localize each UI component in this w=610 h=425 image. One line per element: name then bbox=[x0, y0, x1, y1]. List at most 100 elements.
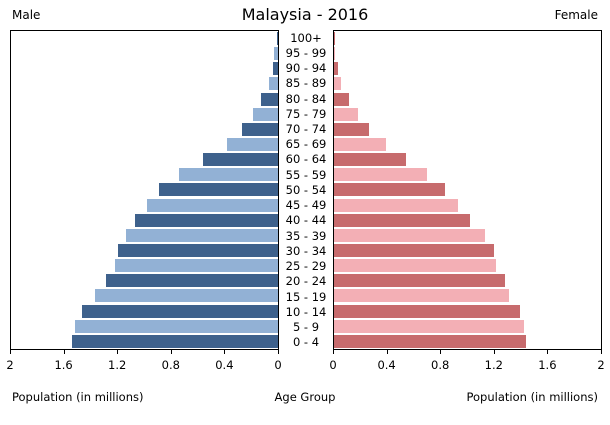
age-group-label: 75 - 79 bbox=[285, 106, 327, 121]
male-row bbox=[11, 152, 278, 167]
female-row bbox=[334, 288, 601, 303]
male-bar bbox=[117, 244, 278, 258]
male-bar bbox=[95, 289, 278, 303]
age-group-label: 15 - 19 bbox=[285, 289, 327, 304]
age-group-label: 5 - 9 bbox=[292, 320, 320, 335]
female-bar bbox=[334, 138, 387, 152]
female-bar bbox=[334, 153, 407, 167]
female-row bbox=[334, 319, 601, 334]
male-row bbox=[11, 198, 278, 213]
age-group-label: 55 - 59 bbox=[285, 167, 327, 182]
male-bar bbox=[268, 77, 278, 91]
male-bar bbox=[147, 198, 278, 212]
male-bar bbox=[105, 274, 278, 288]
female-header-label: Female bbox=[554, 8, 598, 22]
female-tick-mark bbox=[386, 350, 388, 354]
female-row bbox=[334, 243, 601, 258]
male-bar bbox=[260, 92, 278, 106]
female-row bbox=[334, 213, 601, 228]
female-row bbox=[334, 273, 601, 288]
male-bar bbox=[252, 107, 278, 121]
age-group-label: 0 - 4 bbox=[292, 335, 320, 350]
female-row bbox=[334, 76, 601, 91]
male-tick-label: 0.8 bbox=[161, 358, 180, 372]
female-bar bbox=[334, 319, 524, 333]
female-bar bbox=[334, 168, 428, 182]
female-bar bbox=[334, 32, 335, 46]
female-bar bbox=[334, 334, 527, 348]
male-bar bbox=[135, 213, 278, 227]
age-group-label: 40 - 44 bbox=[285, 213, 327, 228]
female-tick-label: 1.6 bbox=[538, 358, 557, 372]
age-group-label: 85 - 89 bbox=[285, 76, 327, 91]
female-bar bbox=[334, 228, 485, 242]
male-tick-label: 0.4 bbox=[215, 358, 234, 372]
male-row bbox=[11, 243, 278, 258]
female-row bbox=[334, 182, 601, 197]
male-tick-mark bbox=[117, 350, 119, 354]
male-row bbox=[11, 288, 278, 303]
female-row bbox=[334, 258, 601, 273]
male-bar bbox=[115, 259, 278, 273]
female-bar bbox=[334, 122, 369, 136]
male-row bbox=[11, 61, 278, 76]
female-bar bbox=[334, 304, 520, 318]
female-tick-label: 2 bbox=[597, 358, 605, 372]
female-row bbox=[334, 334, 601, 349]
x-axis-label-male: Population (in millions) bbox=[12, 390, 144, 404]
female-bar bbox=[334, 107, 359, 121]
male-tick-mark bbox=[170, 350, 172, 354]
age-group-label: 95 - 99 bbox=[285, 45, 327, 60]
male-tick-label: 1.6 bbox=[54, 358, 73, 372]
age-group-label: 90 - 94 bbox=[285, 61, 327, 76]
female-tick-mark bbox=[333, 350, 334, 354]
age-group-label: 45 - 49 bbox=[285, 198, 327, 213]
female-bar bbox=[334, 92, 349, 106]
age-group-label: 80 - 84 bbox=[285, 91, 327, 106]
female-row bbox=[334, 107, 601, 122]
x-axis-label-female: Population (in millions) bbox=[466, 390, 599, 404]
female-row bbox=[334, 137, 601, 152]
male-bar bbox=[125, 228, 278, 242]
male-bar bbox=[203, 153, 278, 167]
female-bar bbox=[334, 77, 341, 91]
male-row bbox=[11, 228, 278, 243]
male-row bbox=[11, 76, 278, 91]
male-tick-mark bbox=[224, 350, 226, 354]
male-row bbox=[11, 273, 278, 288]
female-bar bbox=[334, 244, 495, 258]
male-row bbox=[11, 258, 278, 273]
female-bar bbox=[334, 62, 338, 76]
male-tick-label: 2 bbox=[6, 358, 14, 372]
female-row bbox=[334, 61, 601, 76]
female-row bbox=[334, 152, 601, 167]
female-tick-label: 0.4 bbox=[377, 358, 396, 372]
female-bar bbox=[334, 47, 336, 61]
male-row bbox=[11, 107, 278, 122]
age-group-label: 20 - 24 bbox=[285, 274, 327, 289]
male-bar bbox=[241, 122, 278, 136]
male-bar bbox=[274, 47, 278, 61]
male-tick-mark bbox=[278, 350, 279, 354]
age-group-label: 65 - 69 bbox=[285, 137, 327, 152]
male-bar bbox=[75, 319, 278, 333]
age-group-label: 30 - 34 bbox=[285, 243, 327, 258]
female-bar bbox=[334, 274, 505, 288]
male-bar bbox=[72, 334, 278, 348]
x-axis-label-center: Age Group bbox=[274, 390, 336, 404]
female-tick-mark bbox=[493, 350, 495, 354]
female-panel bbox=[333, 30, 602, 350]
male-row bbox=[11, 137, 278, 152]
male-row bbox=[11, 31, 278, 46]
male-header-label: Male bbox=[12, 8, 41, 22]
male-tick-label: 0 bbox=[274, 358, 282, 372]
chart-title: Malaysia - 2016 bbox=[241, 5, 369, 24]
female-row bbox=[334, 304, 601, 319]
female-bar bbox=[334, 198, 459, 212]
male-row bbox=[11, 319, 278, 334]
age-group-label: 10 - 14 bbox=[285, 304, 327, 319]
female-row bbox=[334, 198, 601, 213]
male-bar bbox=[276, 32, 278, 46]
male-row bbox=[11, 213, 278, 228]
